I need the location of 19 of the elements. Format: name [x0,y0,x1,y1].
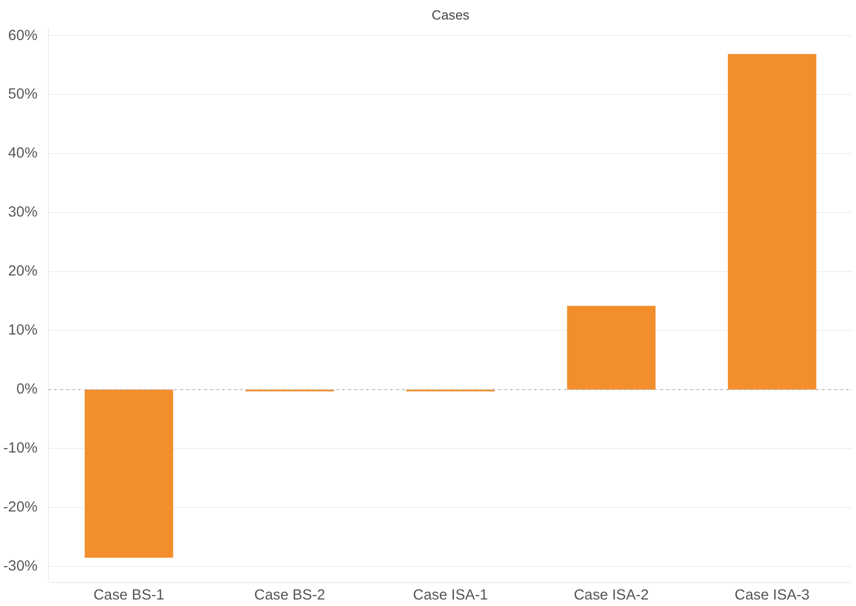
bar [84,390,174,558]
y-tick-label: 0% [16,382,38,398]
y-tick-label: 30% [8,204,38,221]
y-tick-label: -20% [3,500,38,516]
y-tick-label: 20% [8,264,38,280]
y-tick-label: -10% [3,440,38,457]
y-tick-label: 10% [8,322,38,339]
y-tick-label: 50% [8,86,38,103]
x-tick-label: Case ISA-3 [734,588,810,604]
y-tick-label: 60% [8,28,38,44]
y-tick-label: -30% [3,558,38,575]
x-tick-label: Case BS-2 [254,588,326,604]
x-tick-label: Case ISA-2 [574,588,649,604]
bar [567,306,656,390]
bar [728,54,816,390]
x-tick-label: Case BS-1 [93,588,164,604]
x-tick-label: Case ISA-1 [413,588,488,604]
chart-title: Cases [432,8,470,22]
y-tick-label: 40% [8,146,38,162]
